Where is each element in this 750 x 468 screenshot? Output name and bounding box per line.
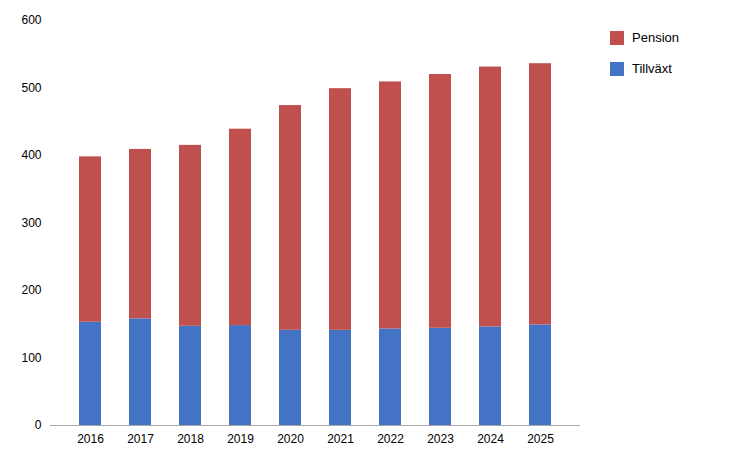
svg-text:2018: 2018 bbox=[177, 432, 204, 446]
svg-text:2025: 2025 bbox=[527, 432, 554, 446]
html-text:Tillväxt: Tillväxt bbox=[632, 61, 672, 76]
svg-text:2021: 2021 bbox=[327, 432, 354, 446]
svg-text:200: 200 bbox=[21, 283, 41, 297]
svg-text:2023: 2023 bbox=[427, 432, 454, 446]
svg-text:2022: 2022 bbox=[377, 432, 404, 446]
svg-text:400: 400 bbox=[21, 148, 41, 162]
svg-text:500: 500 bbox=[21, 81, 41, 95]
svg-text:600: 600 bbox=[21, 13, 41, 27]
html-text:Pension: Pension bbox=[632, 30, 679, 45]
svg-text:2024: 2024 bbox=[477, 432, 504, 446]
svg-text:0: 0 bbox=[35, 418, 42, 432]
svg-text:2017: 2017 bbox=[127, 432, 154, 446]
svg-text:2019: 2019 bbox=[227, 432, 254, 446]
svg-text:2020: 2020 bbox=[277, 432, 304, 446]
svg-text:2016: 2016 bbox=[77, 432, 104, 446]
svg-text:100: 100 bbox=[21, 351, 41, 365]
svg-text:300: 300 bbox=[21, 216, 41, 230]
